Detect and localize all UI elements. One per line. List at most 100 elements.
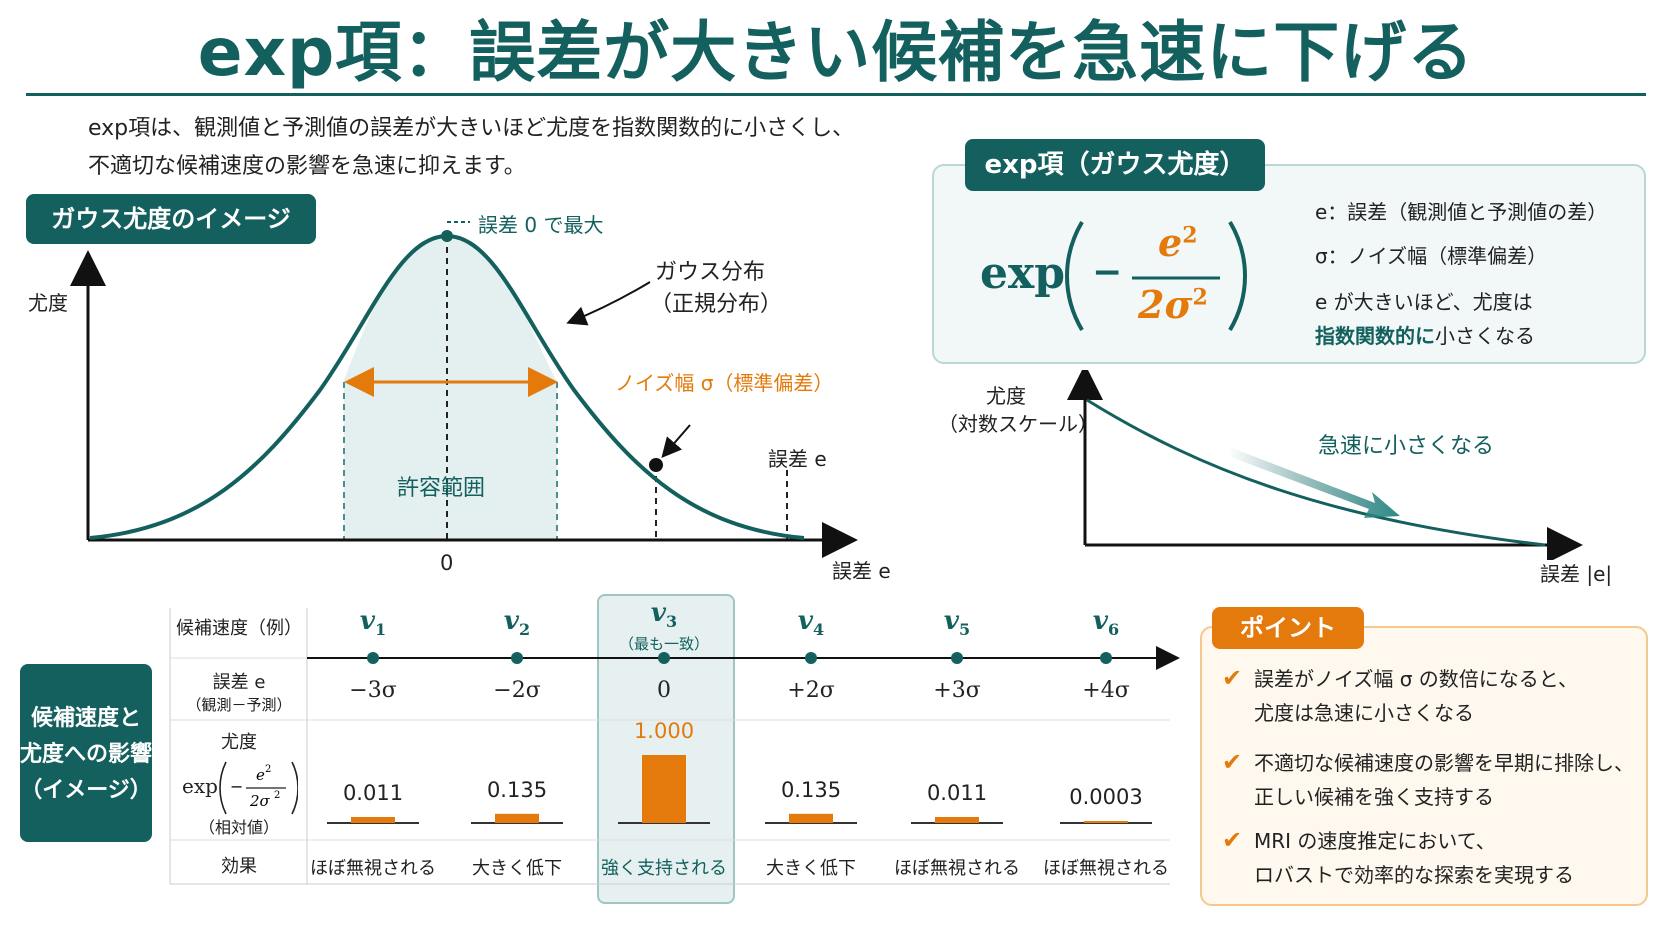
numerator-e: e	[1158, 220, 1183, 265]
svg-text:−: −	[230, 777, 243, 796]
candidate-sub-2: 2	[518, 620, 531, 640]
formula-minus: −	[1092, 252, 1123, 293]
candidate-speed-4: v4	[761, 606, 861, 639]
best-match-note: （最も一致）	[618, 635, 709, 653]
gauss-panel-tag: ガウス尤度のイメージ	[26, 194, 316, 244]
point-3-line-1: MRI の速度推定において、	[1254, 829, 1496, 853]
candidate-sub-6: 6	[1107, 620, 1120, 640]
table-grid	[169, 608, 1180, 885]
decay-ylabel-2: （対数スケール）	[938, 412, 1098, 436]
decay-arrow-label: 急速に小さくなる	[1318, 434, 1495, 459]
dist-label-2: （正規分布）	[650, 292, 783, 317]
error-point-leader	[661, 424, 691, 459]
point-box	[1200, 626, 1648, 906]
formula-brackets	[1065, 220, 1247, 332]
error-value-2: −2σ	[493, 678, 541, 703]
likelihood-value-3: 1.000	[633, 719, 695, 743]
decay-chart	[1067, 370, 1583, 560]
candidate-axis-dot-2	[511, 652, 523, 664]
intro-line-2: 不適切な候補速度の影響を急速に抑えます。	[88, 154, 526, 179]
check-icon-3: ✔	[1222, 826, 1243, 854]
likelihood-bar-3	[642, 755, 686, 823]
row-label-likelihood-formula: exp − e 2 2σ 2	[176, 758, 302, 818]
candidate-axis-dot-3	[658, 652, 670, 664]
candidate-sub-5: 5	[958, 620, 971, 640]
formula-item-sigma: σ：ノイズ幅（標準偏差）	[1315, 244, 1548, 268]
error-point-label: 誤差 e	[768, 447, 827, 471]
candidate-speed-6: v6	[1056, 606, 1156, 639]
svg-text:2: 2	[274, 790, 280, 801]
side-tag-line-3: （イメージ）	[20, 778, 152, 803]
candidate-axis-dot-5	[951, 652, 963, 664]
candidate-v-2: v	[503, 606, 519, 636]
formula-note-1: e が大きいほど、尤度は	[1315, 290, 1533, 314]
error-value-3: 0	[657, 678, 671, 703]
svg-text:2: 2	[265, 764, 271, 775]
candidate-sub-4: 4	[812, 620, 825, 640]
gauss-xlabel: 誤差 e	[832, 559, 891, 583]
likelihood-value-5: 0.011	[926, 781, 988, 805]
tolerance-range-label: 許容範囲	[397, 476, 486, 501]
table-side-tag: 候補速度と 尤度への影響 （イメージ）	[20, 664, 152, 842]
error-value-5: +3σ	[933, 678, 981, 703]
effect-3: 強く支持される	[601, 858, 727, 879]
likelihood-bar-2	[495, 813, 539, 823]
svg-text:e: e	[256, 766, 265, 784]
candidate-speed-3: v3	[614, 598, 714, 631]
right-paren	[1228, 220, 1247, 332]
candidate-v-3: v	[650, 598, 666, 628]
numerator-sup: 2	[1182, 222, 1198, 249]
denominator-sup: 2	[1192, 284, 1208, 311]
check-icon-2: ✔	[1222, 748, 1243, 776]
svg-text:2σ: 2σ	[249, 792, 271, 810]
gauss-zero-label: 0	[440, 551, 454, 575]
decay-xlabel: 誤差 |e|	[1540, 562, 1613, 586]
formula-note-2: 指数関数的に小さくなる	[1315, 320, 1535, 349]
decay-trend-arrow	[1228, 448, 1400, 518]
candidate-v-1: v	[359, 606, 375, 636]
row-like-exp: exp	[182, 774, 218, 798]
row-label-likelihood-3: （相対値）	[198, 818, 279, 837]
dist-label-1: ガウス分布	[655, 260, 766, 285]
candidate-v-4: v	[797, 606, 813, 636]
formula-note-emphasis: 指数関数的に	[1315, 324, 1435, 348]
point-2-line-2: 正しい候補を強く支持する	[1254, 785, 1494, 809]
denominator-2sigma: 2σ	[1138, 282, 1193, 327]
point-1-line-1: 誤差がノイズ幅 σ の数倍になると、	[1254, 667, 1578, 691]
likelihood-value-1: 0.011	[342, 781, 404, 805]
formula-denominator: 2σ2	[1138, 282, 1208, 327]
candidate-speed-5: v5	[907, 606, 1007, 639]
side-tag-line-1: 候補速度と	[30, 706, 141, 731]
point-item-1: 誤差がノイズ幅 σ の数倍になると、 尤度は急速に小さくなる	[1254, 662, 1634, 730]
row-label-speed: 候補速度（例）	[176, 618, 302, 639]
likelihood-value-4: 0.135	[780, 777, 842, 802]
candidate-v-5: v	[943, 606, 959, 636]
noise-width-label: ノイズ幅 σ（標準偏差）	[615, 371, 834, 395]
row-label-likelihood-1: 尤度	[221, 732, 257, 753]
dist-label-arrow	[566, 281, 651, 326]
effect-5: ほぼ無視される	[894, 858, 1020, 879]
point-tag: ポイント	[1212, 607, 1364, 649]
title-divider	[26, 93, 1646, 96]
decay-curve	[1086, 398, 1546, 547]
point-3-line-2: ロバストで効率的な探索を実現する	[1254, 863, 1574, 887]
formula-item-e: e：誤差（観測値と予測値の差）	[1315, 200, 1608, 224]
row-label-error-2: （観測－予測）	[186, 696, 292, 714]
likelihood-bar-4	[789, 813, 833, 823]
row-label-error-1: 誤差 e	[212, 672, 266, 693]
error-value-1: −3σ	[349, 678, 397, 703]
gauss-ylabel: 尤度	[28, 291, 68, 315]
effect-4: 大きく低下	[766, 858, 856, 879]
error-point	[649, 458, 663, 472]
check-icon-1: ✔	[1222, 664, 1243, 692]
best-candidate-highlight	[597, 594, 735, 904]
likelihood-bar-5	[935, 817, 979, 823]
candidate-sub-1: 1	[374, 620, 387, 640]
effect-1: ほぼ無視される	[310, 858, 436, 879]
point-item-2: 不適切な候補速度の影響を早期に排除し、 正しい候補を強く支持する	[1254, 746, 1634, 814]
likelihood-bar-1	[351, 817, 395, 823]
formula-note-rest: 小さくなる	[1435, 324, 1535, 348]
formula-exp: exp	[980, 248, 1065, 299]
candidate-speed-2: v2	[467, 606, 567, 639]
peak-label: 誤差 0 で最大	[478, 213, 604, 237]
